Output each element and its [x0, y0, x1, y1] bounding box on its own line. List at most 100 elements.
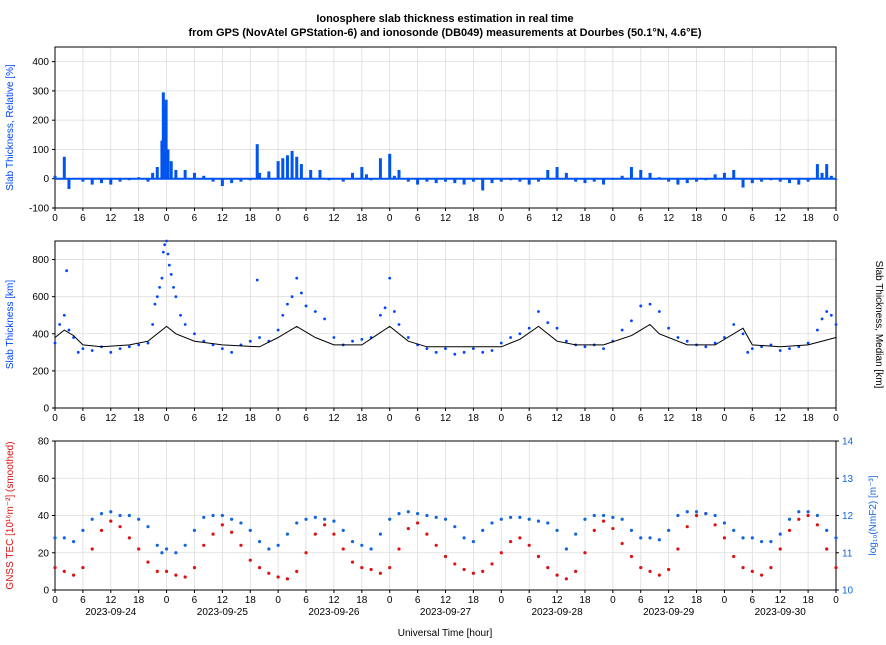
- nmf2-point: [564, 547, 568, 551]
- nmf2-point: [164, 547, 169, 551]
- tec-point: [648, 569, 652, 573]
- data-point: [555, 326, 559, 330]
- data-point: [602, 347, 605, 351]
- data-point: [179, 313, 182, 317]
- data-point: [53, 341, 57, 345]
- median-line: [54, 323, 837, 348]
- x-tick-label: 12: [217, 213, 229, 224]
- bar: [592, 178, 596, 182]
- data-point: [834, 323, 838, 326]
- nmf2-point: [360, 543, 364, 547]
- x-tick-label: 12: [552, 413, 564, 424]
- data-point: [406, 336, 410, 339]
- nmf2-point: [657, 538, 661, 542]
- x-tick-label: 0: [833, 213, 839, 224]
- date-label: 2023-09-28: [531, 607, 583, 618]
- x-tick-label: 0: [164, 413, 170, 424]
- bar: [99, 178, 103, 184]
- x-tick-label: 18: [691, 213, 703, 224]
- x-tick-label: 0: [499, 413, 505, 424]
- data-point: [299, 291, 303, 295]
- x-tick-label: 0: [164, 595, 170, 606]
- x-tick-label: 12: [328, 413, 340, 424]
- tec-point: [555, 573, 559, 577]
- data-point: [481, 350, 485, 354]
- y-axis-label-left: Slab Thickness [km]: [5, 280, 16, 370]
- y-tick-label: 0: [43, 174, 49, 185]
- nmf2-point: [220, 513, 224, 518]
- nmf2-point: [694, 510, 699, 514]
- x-tick-label: 6: [303, 213, 309, 224]
- tec-point: [53, 566, 57, 570]
- nmf2-point: [750, 536, 754, 540]
- bar: [481, 178, 485, 191]
- nmf2-point: [787, 517, 792, 521]
- bar: [518, 178, 522, 182]
- x-tick-label: 0: [387, 595, 393, 606]
- data-point: [146, 341, 150, 345]
- nmf2-point: [518, 515, 522, 519]
- tec-point: [369, 567, 373, 572]
- y-axis-label-left: Slab Thickness, Relative [%]: [5, 64, 16, 191]
- x-tick-label: 0: [499, 595, 505, 606]
- nmf2-point: [722, 521, 727, 525]
- tec-point: [406, 526, 410, 531]
- x-tick-label: 12: [440, 413, 452, 424]
- bar: [676, 178, 680, 185]
- nmf2-point: [685, 510, 689, 514]
- data-point: [174, 295, 178, 299]
- x-tick-label: 0: [610, 595, 616, 606]
- data-point: [392, 310, 396, 313]
- nmf2-point: [806, 510, 810, 514]
- bar: [434, 178, 438, 184]
- bar: [685, 178, 689, 184]
- x-tick-label: 12: [775, 213, 787, 224]
- tec-point: [592, 528, 596, 533]
- data-point: [829, 313, 833, 317]
- data-point: [397, 323, 401, 326]
- bar: [351, 172, 355, 179]
- data-point: [425, 347, 429, 351]
- x-tick-label: 12: [663, 413, 675, 424]
- bar: [490, 178, 494, 184]
- bar: [360, 167, 364, 179]
- bar: [174, 169, 178, 179]
- bar: [183, 169, 187, 179]
- bar: [499, 178, 503, 182]
- tec-point: [667, 567, 671, 572]
- data-point: [158, 285, 161, 289]
- y-tick-label-right: 13: [842, 474, 854, 485]
- nmf2-point: [137, 517, 141, 521]
- bar: [220, 178, 224, 187]
- nmf2-point: [592, 513, 596, 518]
- nmf2-point: [481, 528, 485, 533]
- data-point: [704, 345, 708, 349]
- nmf2-point: [323, 517, 327, 521]
- nmf2-point: [601, 513, 606, 518]
- nmf2-point: [341, 528, 345, 533]
- bar: [750, 178, 754, 184]
- data-point: [65, 269, 69, 273]
- bar: [239, 178, 243, 182]
- nmf2-point: [639, 536, 643, 540]
- bar: [192, 172, 196, 179]
- tec-point: [481, 569, 485, 573]
- x-tick-label: 6: [526, 413, 532, 424]
- bar: [425, 178, 429, 182]
- data-point: [778, 349, 782, 352]
- bar: [299, 164, 303, 179]
- bar: [166, 149, 170, 179]
- data-point: [788, 347, 791, 351]
- chart-title: Ionosphere slab thickness estimation in …: [316, 13, 573, 25]
- tec-point: [508, 539, 513, 544]
- tec-point: [787, 528, 792, 533]
- tec-point: [425, 532, 429, 536]
- bar: [318, 169, 322, 179]
- data-point: [276, 328, 280, 332]
- data-point: [153, 302, 157, 306]
- x-axis-label: Universal Time [hour]: [398, 628, 493, 639]
- x-tick-label: 0: [275, 413, 281, 424]
- bar: [416, 178, 420, 185]
